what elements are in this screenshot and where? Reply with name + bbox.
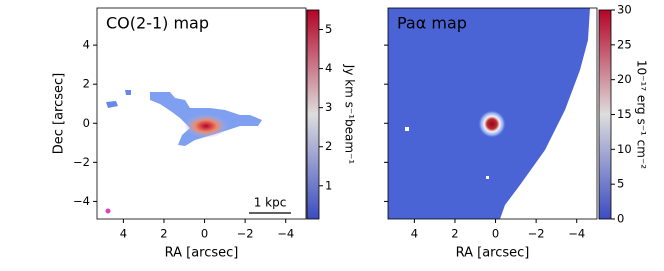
x-tick-label: −2 <box>237 227 254 241</box>
x-tick-label: 4 <box>120 227 127 241</box>
x-tick-label: 2 <box>160 227 167 241</box>
colorbar <box>306 9 320 220</box>
colorbar-tick-label: 10 <box>617 142 632 156</box>
colorbar-tick-label: 5 <box>325 22 332 36</box>
colorbar-tick-label: 4 <box>325 61 332 75</box>
axes-frame <box>96 7 307 220</box>
panel-title: CO(2-1) map <box>106 14 209 33</box>
x-tick-label: 0 <box>492 227 499 241</box>
colorbar-label: 10⁻¹⁷ erg s⁻¹ cm⁻² <box>635 60 649 169</box>
colorbar-tick-label: 30 <box>617 3 632 17</box>
colorbar-tick-label: 2 <box>325 139 332 153</box>
colorbar-tick-label: 3 <box>325 100 332 114</box>
pa-alpha-emission <box>388 8 597 219</box>
axes-frame <box>387 7 598 220</box>
y-axis-label: Dec [arcsec] <box>52 73 67 155</box>
y-tick-label: −2 <box>73 155 90 169</box>
colorbar-tick-label: 5 <box>617 177 624 191</box>
x-axis-label: RA [arcsec] <box>456 246 530 261</box>
x-tick-label: 4 <box>411 227 418 241</box>
y-tick-label: 0 <box>83 116 90 130</box>
scale-bar-label: 1 kpc <box>254 196 287 210</box>
colorbar-tick-label: 0 <box>617 212 624 226</box>
colorbar-tick-label: 1 <box>325 178 332 192</box>
panel-title: Paα map <box>397 14 467 33</box>
y-tick-label: 4 <box>83 38 90 52</box>
colorbar-tick-label: 25 <box>617 37 632 51</box>
co-emission <box>105 90 262 214</box>
y-tick-label: −4 <box>73 194 90 208</box>
colorbar-tick-label: 20 <box>617 72 632 86</box>
y-tick-label: 2 <box>83 77 90 91</box>
colorbar-label: Jy km s⁻¹beam⁻¹ <box>343 64 357 165</box>
x-tick-label: −4 <box>277 227 294 241</box>
x-axis-label: RA [arcsec] <box>165 246 239 261</box>
x-tick-label: 0 <box>201 227 208 241</box>
colorbar <box>598 9 612 220</box>
colorbar-tick-label: 15 <box>617 107 632 121</box>
x-tick-label: −2 <box>528 227 545 241</box>
x-tick-label: −4 <box>568 227 585 241</box>
x-tick-label: 2 <box>451 227 458 241</box>
